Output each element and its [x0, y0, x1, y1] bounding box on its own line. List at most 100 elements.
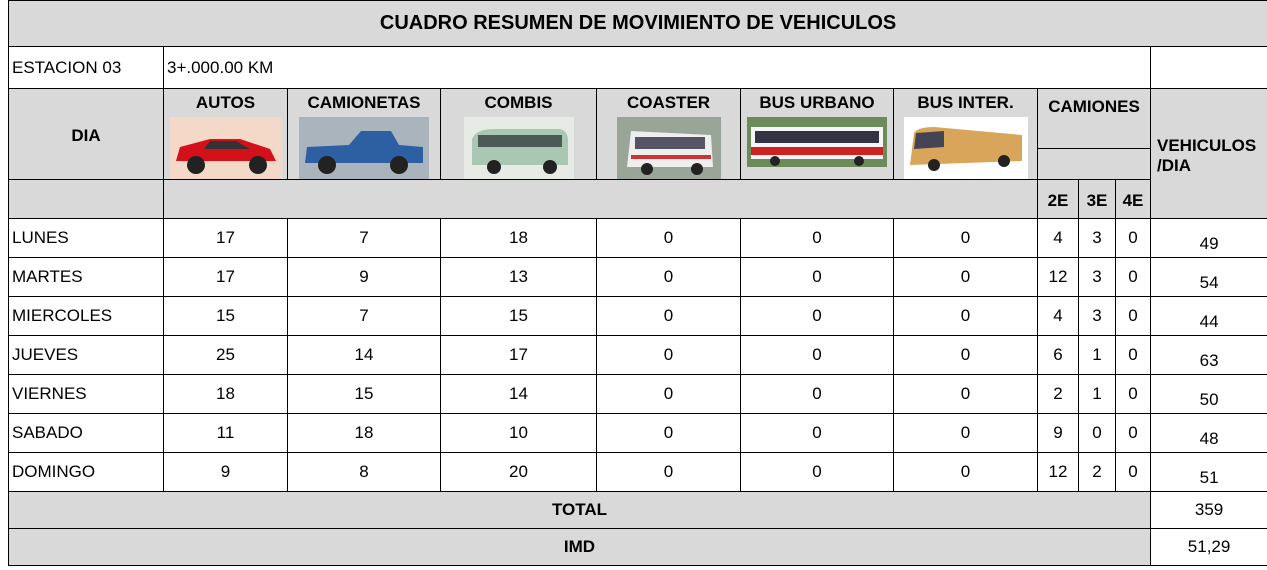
count-cell: 0: [1116, 375, 1151, 414]
count-cell: 0: [597, 414, 741, 453]
empty-cell: [1151, 47, 1267, 89]
count-cell: 15: [288, 375, 441, 414]
count-cell: 11: [164, 414, 288, 453]
day-header: DIA: [9, 89, 164, 180]
count-cell: 48: [1151, 414, 1267, 453]
coaster-image: [617, 117, 721, 179]
count-cell: 7: [288, 297, 441, 336]
count-cell: 0: [894, 297, 1038, 336]
count-cell: 0: [1116, 258, 1151, 297]
count-cell: 1: [1079, 336, 1116, 375]
empty-cell: [164, 180, 1038, 219]
count-cell: 54: [1151, 258, 1267, 297]
station-location: 3+.000.00 KM: [164, 47, 1151, 89]
vehicle-header: CAMIONETAS: [288, 89, 441, 180]
vehicle-header: COMBIS: [441, 89, 597, 180]
city-bus-image: [747, 117, 887, 167]
day-name: VIERNES: [9, 375, 164, 414]
count-cell: 0: [1116, 336, 1151, 375]
van-image: [464, 117, 574, 179]
count-cell: 0: [741, 219, 894, 258]
total-value: 359: [1151, 492, 1267, 529]
day-name: SABADO: [9, 414, 164, 453]
count-cell: 8: [288, 453, 441, 492]
count-cell: 12: [1038, 453, 1079, 492]
day-name: JUEVES: [9, 336, 164, 375]
table-title: CUADRO RESUMEN DE MOVIMIENTO DE VEHICULO…: [9, 1, 1267, 47]
count-cell: 1: [1079, 375, 1116, 414]
count-cell: 0: [597, 219, 741, 258]
count-cell: 0: [741, 297, 894, 336]
vehicle-name: BUS URBANO: [759, 93, 874, 112]
count-cell: 0: [741, 336, 894, 375]
empty-cell: [9, 180, 164, 219]
pickup-image: [299, 117, 429, 179]
count-cell: 0: [894, 258, 1038, 297]
count-cell: 17: [164, 258, 288, 297]
count-cell: 2: [1079, 453, 1116, 492]
count-cell: 0: [741, 453, 894, 492]
count-cell: 49: [1151, 219, 1267, 258]
count-cell: 4: [1038, 219, 1079, 258]
vehicle-name: CAMIONETAS: [307, 93, 420, 112]
count-cell: 15: [164, 297, 288, 336]
total-label: TOTAL: [9, 492, 1151, 529]
count-cell: 10: [441, 414, 597, 453]
count-cell: 0: [741, 375, 894, 414]
axle-header: 3E: [1079, 180, 1116, 219]
axle-header: 2E: [1038, 180, 1079, 219]
per-day-header: VEHICULOS /DIA: [1151, 89, 1267, 219]
imd-value: 51,29: [1151, 529, 1267, 566]
count-cell: 25: [164, 336, 288, 375]
count-cell: 0: [1116, 219, 1151, 258]
count-cell: 17: [441, 336, 597, 375]
count-cell: 0: [894, 336, 1038, 375]
count-cell: 63: [1151, 336, 1267, 375]
count-cell: 0: [597, 258, 741, 297]
count-cell: 44: [1151, 297, 1267, 336]
station-label: ESTACION 03: [9, 47, 164, 89]
count-cell: 9: [288, 258, 441, 297]
count-cell: 0: [741, 414, 894, 453]
axle-header: 4E: [1116, 180, 1151, 219]
count-cell: 3: [1079, 258, 1116, 297]
count-cell: 3: [1079, 219, 1116, 258]
vehicle-name: BUS INTER.: [917, 93, 1013, 112]
count-cell: 0: [597, 453, 741, 492]
count-cell: 9: [164, 453, 288, 492]
count-cell: 0: [894, 414, 1038, 453]
count-cell: 14: [441, 375, 597, 414]
vehicle-name: COMBIS: [485, 93, 553, 112]
count-cell: 50: [1151, 375, 1267, 414]
imd-label: IMD: [9, 529, 1151, 566]
car-image: [170, 117, 282, 179]
count-cell: 0: [597, 336, 741, 375]
count-cell: 0: [597, 375, 741, 414]
day-name: LUNES: [9, 219, 164, 258]
day-name: DOMINGO: [9, 453, 164, 492]
page: CUADRO RESUMEN DE MOVIMIENTO DE VEHICULO…: [0, 0, 1267, 570]
vehicle-header: BUS INTER.: [894, 89, 1038, 180]
count-cell: 12: [1038, 258, 1079, 297]
count-cell: 4: [1038, 297, 1079, 336]
vehicle-header: COASTER: [597, 89, 741, 180]
count-cell: 0: [1116, 414, 1151, 453]
count-cell: 15: [441, 297, 597, 336]
count-cell: 3: [1079, 297, 1116, 336]
count-cell: 0: [597, 297, 741, 336]
day-name: MIERCOLES: [9, 297, 164, 336]
count-cell: 9: [1038, 414, 1079, 453]
count-cell: 0: [1116, 453, 1151, 492]
vehicle-name: AUTOS: [196, 93, 255, 112]
count-cell: 18: [164, 375, 288, 414]
trucks-header: CAMIONES: [1038, 89, 1151, 149]
vehicle-header: AUTOS: [164, 89, 288, 180]
